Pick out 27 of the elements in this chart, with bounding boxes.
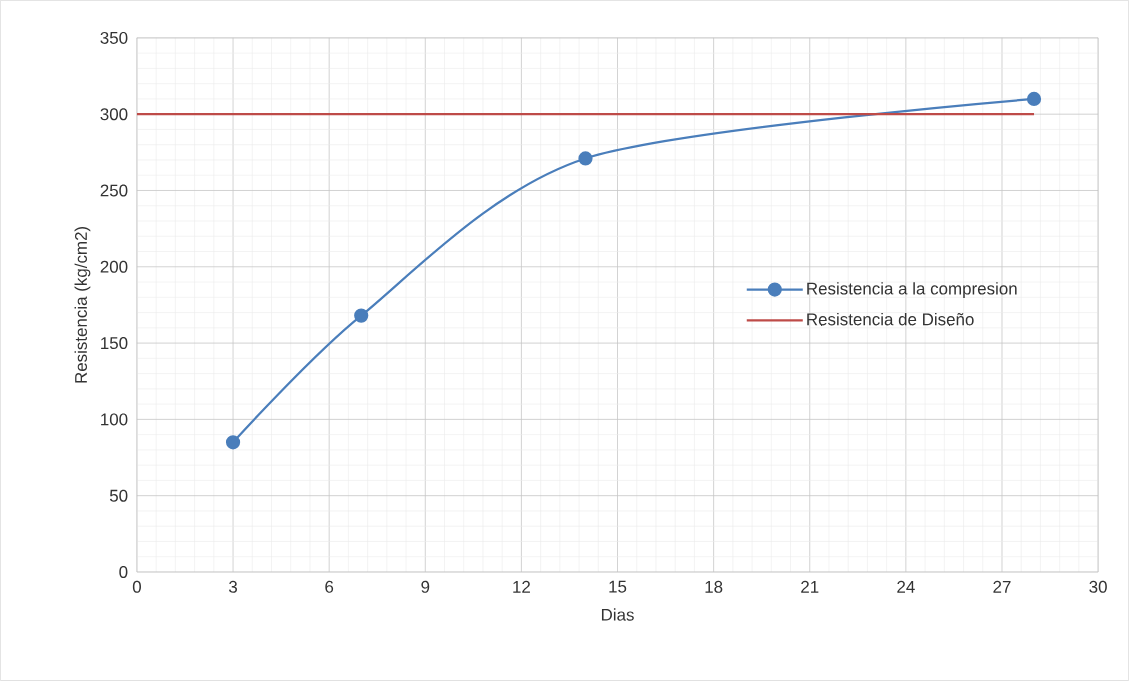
y-axis-title: Resistencia (kg/cm2)	[74, 226, 91, 383]
x-tick-label: 12	[513, 580, 530, 593]
y-tick-label: 350	[100, 31, 128, 44]
y-tick-label: 200	[100, 260, 128, 273]
x-tick-label: 9	[421, 580, 430, 593]
point	[578, 151, 593, 166]
x-tick-label: 15	[609, 580, 627, 593]
point	[354, 308, 369, 323]
x-tick-label: 6	[325, 580, 334, 593]
legend-label: Resistencia de Diseño	[807, 312, 974, 326]
y-tick-label: 150	[101, 337, 128, 350]
x-tick-label: 0	[132, 580, 141, 593]
y-tick-label: 50	[109, 489, 128, 502]
x-tick-label: 18	[705, 580, 723, 593]
x-axis-title: Dias	[601, 608, 634, 621]
point	[1026, 91, 1042, 107]
point	[225, 435, 241, 450]
x-tick-label: 24	[897, 580, 915, 593]
y-tick-label: 300	[100, 108, 128, 121]
x-tick-label: 30	[1089, 580, 1107, 593]
legend-label: Resistencia a la compresion	[807, 282, 1017, 298]
x-tick-label: 21	[801, 580, 819, 593]
y-tick-label: 100	[101, 413, 128, 426]
y-tick-label: 250	[100, 184, 128, 197]
y-tick-label: 0	[119, 566, 128, 579]
x-tick-label: 3	[228, 580, 238, 593]
x-tick-label: 27	[993, 580, 1011, 593]
